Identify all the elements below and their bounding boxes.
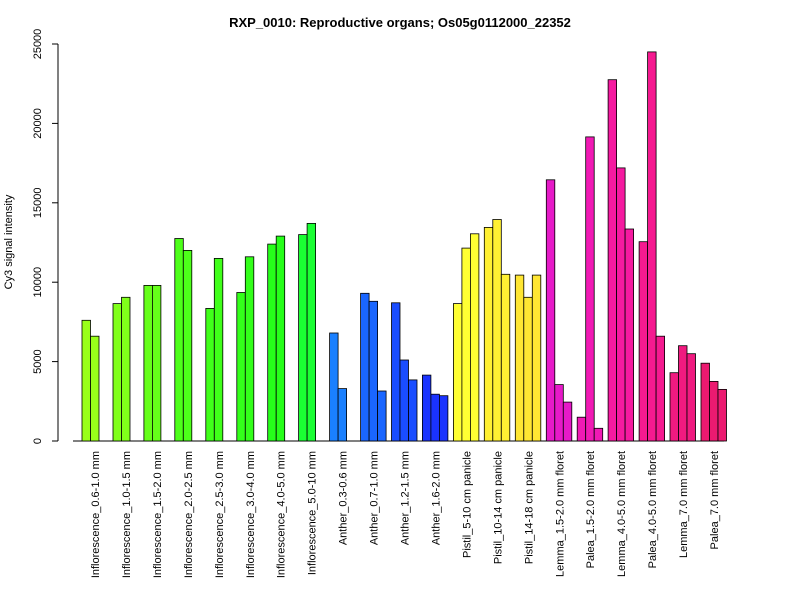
bar	[593, 427, 604, 442]
bar	[112, 303, 122, 442]
bar	[329, 332, 339, 442]
x-tick-label: Palea_7.0 mm floret	[709, 451, 721, 549]
y-tick-label: 15000	[32, 188, 44, 219]
bar	[655, 335, 665, 442]
bar	[438, 395, 449, 442]
bar	[408, 379, 418, 442]
bar	[562, 401, 573, 442]
x-tick-label: Lemma_4.0-5.0 mm floret	[616, 451, 628, 577]
bar	[452, 303, 463, 442]
bar	[182, 249, 193, 442]
bar	[678, 345, 688, 442]
bars-group	[81, 51, 727, 442]
bar	[368, 300, 379, 442]
bar	[360, 292, 370, 442]
y-axis-ticks: 0 5000 10000 15000 20000 25000	[32, 29, 58, 444]
bar	[151, 284, 162, 442]
x-tick-label: Inflorescence_2.5-3.0 mm	[214, 451, 226, 578]
x-tick-label: Inflorescence_1.5-2.0 mm	[152, 451, 164, 578]
bar	[391, 302, 401, 442]
bar	[143, 284, 153, 442]
bar	[469, 233, 480, 442]
bar	[638, 241, 648, 442]
bar	[205, 307, 215, 442]
bar	[624, 228, 634, 442]
x-tick-label: Inflorescence_5.0-10 mm	[307, 451, 319, 575]
bar	[554, 384, 564, 442]
bar	[90, 335, 100, 442]
bar	[213, 257, 224, 442]
bar	[399, 359, 409, 442]
x-tick-label: Inflorescence_2.0-2.5 mm	[183, 451, 195, 578]
bar	[461, 247, 471, 442]
bar	[576, 416, 587, 442]
y-axis-label: Cy3 signal intensity	[3, 194, 15, 289]
bar	[244, 256, 255, 442]
bar	[531, 274, 542, 442]
chart-title: RXP_0010: Reproductive organs; Os05g0112…	[229, 15, 571, 30]
bar	[337, 388, 348, 442]
y-tick-label: 25000	[32, 29, 44, 60]
bar	[81, 319, 91, 442]
x-tick-label: Inflorescence_1.0-1.5 mm	[121, 451, 133, 578]
x-tick-label: Lemma_1.5-2.0 mm floret	[554, 451, 566, 577]
bar	[377, 390, 387, 442]
bar	[275, 235, 286, 442]
bar	[421, 374, 432, 442]
x-tick-label: Anther_0.3-0.6 mm	[338, 451, 350, 545]
x-tick-label: Palea_4.0-5.0 mm floret	[647, 451, 659, 568]
bar	[669, 372, 679, 442]
bar	[686, 353, 696, 442]
x-tick-label: Anther_0.7-1.0 mm	[369, 451, 381, 545]
bar	[306, 222, 317, 442]
x-tick-label: Inflorescence_0.6-1.0 mm	[90, 451, 102, 578]
bar	[267, 243, 277, 442]
bar	[500, 273, 511, 442]
x-tick-label: Pistil_10-14 cm panicle	[492, 451, 504, 564]
y-tick-label: 0	[32, 438, 44, 444]
bar	[492, 219, 502, 442]
bar	[585, 136, 595, 442]
y-tick-label: 20000	[32, 108, 44, 139]
bar	[514, 274, 525, 442]
bar	[717, 388, 727, 442]
bar	[430, 393, 440, 442]
bar	[616, 167, 626, 442]
bar	[709, 380, 719, 442]
x-tick-label: Lemma_7.0 mm floret	[678, 451, 690, 558]
x-tick-label: Pistil_14-18 cm panicle	[523, 451, 535, 564]
bar	[174, 238, 184, 442]
bar	[298, 234, 308, 442]
x-tick-label: Palea_1.5-2.0 mm floret	[585, 451, 597, 568]
x-axis-tick-labels: Inflorescence_0.6-1.0 mm Inflorescence_1.…	[90, 451, 721, 578]
bar	[607, 79, 617, 442]
x-tick-label: Inflorescence_3.0-4.0 mm	[245, 451, 257, 578]
bar	[523, 296, 533, 442]
bar	[545, 179, 556, 442]
bar	[121, 296, 131, 442]
y-tick-label: 5000	[32, 349, 44, 373]
x-tick-label: Inflorescence_4.0-5.0 mm	[276, 451, 288, 578]
bar	[647, 51, 657, 442]
x-tick-label: Pistil_5-10 cm panicle	[461, 451, 473, 558]
bar	[483, 226, 494, 442]
bar	[700, 362, 710, 442]
y-tick-label: 10000	[32, 267, 44, 298]
x-tick-label: Anther_1.2-1.5 mm	[400, 451, 412, 545]
x-tick-label: Anther_1.6-2.0 mm	[430, 451, 442, 545]
bar	[236, 292, 246, 442]
